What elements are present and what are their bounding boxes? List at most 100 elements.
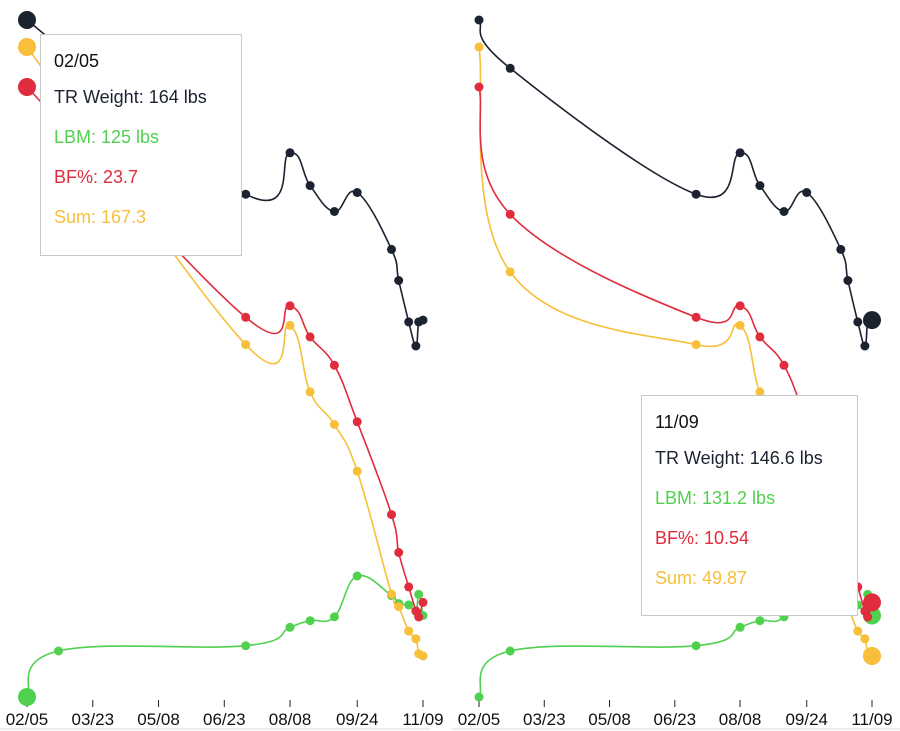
x-tick-label: 03/23 xyxy=(71,710,114,729)
x-tick-label: 02/05 xyxy=(6,710,49,729)
data-point-weight[interactable] xyxy=(305,181,315,191)
series-line-weight xyxy=(478,19,873,347)
data-point-sum[interactable] xyxy=(755,387,765,397)
data-point-lbm[interactable] xyxy=(474,692,484,702)
data-point-lbm[interactable] xyxy=(505,646,515,656)
data-point-weight[interactable] xyxy=(394,276,404,285)
data-point-bf[interactable] xyxy=(691,312,701,322)
x-tick-label: 08/08 xyxy=(719,710,762,729)
tooltip-weight: TR Weight: 164 lbs xyxy=(54,87,207,107)
data-point-sum[interactable] xyxy=(394,602,404,612)
data-point-weight[interactable] xyxy=(285,148,295,158)
data-point-bf[interactable] xyxy=(414,612,424,622)
data-point-weight[interactable] xyxy=(860,341,870,351)
data-point-weight[interactable] xyxy=(329,207,339,216)
data-point-bf[interactable] xyxy=(863,612,873,622)
data-point-bf[interactable] xyxy=(505,209,515,219)
data-point-lbm[interactable] xyxy=(285,622,295,632)
data-point-sum[interactable] xyxy=(241,340,251,350)
data-point-bf[interactable] xyxy=(394,548,404,557)
data-point-weight[interactable] xyxy=(691,189,701,199)
x-tick-label: 11/09 xyxy=(851,710,892,729)
data-point-bf[interactable] xyxy=(863,593,881,612)
data-point-bf[interactable] xyxy=(474,82,484,92)
data-point-lbm[interactable] xyxy=(404,600,414,610)
data-point-weight[interactable] xyxy=(418,315,428,325)
tooltip-bf: BF%: 10.54 xyxy=(655,528,750,548)
tooltip-sum: Sum: 167.3 xyxy=(54,207,147,227)
tooltip-lbm: LBM: 125 lbs xyxy=(54,127,160,147)
data-point-sum[interactable] xyxy=(18,38,36,56)
data-point-weight[interactable] xyxy=(735,148,745,158)
data-point-sum[interactable] xyxy=(305,387,315,397)
data-point-bf[interactable] xyxy=(18,78,36,96)
data-point-weight[interactable] xyxy=(352,188,362,197)
x-tick-label: 09/24 xyxy=(785,710,828,729)
tooltip-weight: TR Weight: 146.6 lbs xyxy=(655,448,823,468)
x-tick-label: 03/23 xyxy=(523,710,566,729)
data-point-sum[interactable] xyxy=(404,626,414,636)
data-point-sum[interactable] xyxy=(474,42,484,52)
data-point-sum[interactable] xyxy=(735,320,745,330)
data-point-bf[interactable] xyxy=(387,510,396,520)
data-point-sum[interactable] xyxy=(387,589,396,599)
x-tick-label: 05/08 xyxy=(137,710,180,729)
data-point-lbm[interactable] xyxy=(305,616,315,626)
data-point-bf[interactable] xyxy=(735,301,745,311)
data-point-lbm[interactable] xyxy=(755,616,765,626)
data-point-sum[interactable] xyxy=(418,651,428,661)
data-point-bf[interactable] xyxy=(352,417,362,427)
data-point-lbm[interactable] xyxy=(329,612,339,622)
data-point-bf[interactable] xyxy=(755,332,765,342)
tooltip-bf: BF%: 23.7 xyxy=(54,167,139,187)
data-point-lbm[interactable] xyxy=(18,688,36,706)
tooltip-right: 11/09 TR Weight: 146.6 lbs LBM: 131.2 lb… xyxy=(641,395,858,616)
tooltip-sum: Sum: 49.87 xyxy=(655,568,748,588)
data-point-sum[interactable] xyxy=(691,340,701,350)
data-point-sum[interactable] xyxy=(285,320,295,330)
data-point-bf[interactable] xyxy=(779,360,789,370)
data-point-lbm[interactable] xyxy=(735,622,745,632)
data-point-lbm[interactable] xyxy=(352,571,362,581)
data-point-sum[interactable] xyxy=(853,626,863,636)
data-point-lbm[interactable] xyxy=(241,641,251,651)
data-point-lbm[interactable] xyxy=(414,589,424,599)
x-axis-ticks: 02/05 03/23 05/08 06/23 08/08 09/24 11/09 xyxy=(6,700,444,729)
data-point-sum[interactable] xyxy=(505,267,515,277)
data-point-weight[interactable] xyxy=(802,188,812,197)
data-point-weight[interactable] xyxy=(863,311,881,330)
data-point-weight[interactable] xyxy=(241,189,251,199)
chart-panel-2: 02/05 03/23 05/08 06/23 08/08 09/24 11/09 xyxy=(452,15,900,730)
data-point-weight[interactable] xyxy=(387,244,396,254)
x-tick-label: 06/23 xyxy=(654,710,697,729)
data-point-weight[interactable] xyxy=(18,11,36,29)
data-point-weight[interactable] xyxy=(505,63,515,73)
data-point-sum[interactable] xyxy=(352,466,362,476)
data-point-sum[interactable] xyxy=(863,647,881,665)
data-point-lbm[interactable] xyxy=(691,641,701,651)
data-point-bf[interactable] xyxy=(329,360,339,370)
data-point-weight[interactable] xyxy=(836,244,846,254)
x-tick-label: 11/09 xyxy=(402,710,443,729)
data-point-weight[interactable] xyxy=(779,207,789,216)
data-point-lbm[interactable] xyxy=(54,646,63,656)
data-point-weight[interactable] xyxy=(411,341,421,351)
data-point-bf[interactable] xyxy=(285,301,295,311)
data-point-weight[interactable] xyxy=(474,15,484,25)
data-point-sum[interactable] xyxy=(329,420,339,429)
x-tick-label: 06/23 xyxy=(203,710,246,729)
data-point-bf[interactable] xyxy=(305,332,315,342)
data-point-weight[interactable] xyxy=(755,181,765,191)
x-tick-label: 05/08 xyxy=(588,710,631,729)
data-point-bf[interactable] xyxy=(418,597,428,607)
data-point-weight[interactable] xyxy=(853,317,863,327)
data-point-sum[interactable] xyxy=(411,634,421,644)
data-point-weight[interactable] xyxy=(404,317,414,327)
data-point-bf[interactable] xyxy=(241,312,251,322)
data-point-weight[interactable] xyxy=(843,276,853,285)
tooltip-lbm: LBM: 131.2 lbs xyxy=(655,488,776,508)
chart-panel-1: 02/05 03/23 05/08 06/23 08/08 09/24 11/09 xyxy=(0,11,444,730)
x-tick-label: 02/05 xyxy=(458,710,501,729)
data-point-sum[interactable] xyxy=(860,634,870,644)
data-point-bf[interactable] xyxy=(404,582,414,592)
